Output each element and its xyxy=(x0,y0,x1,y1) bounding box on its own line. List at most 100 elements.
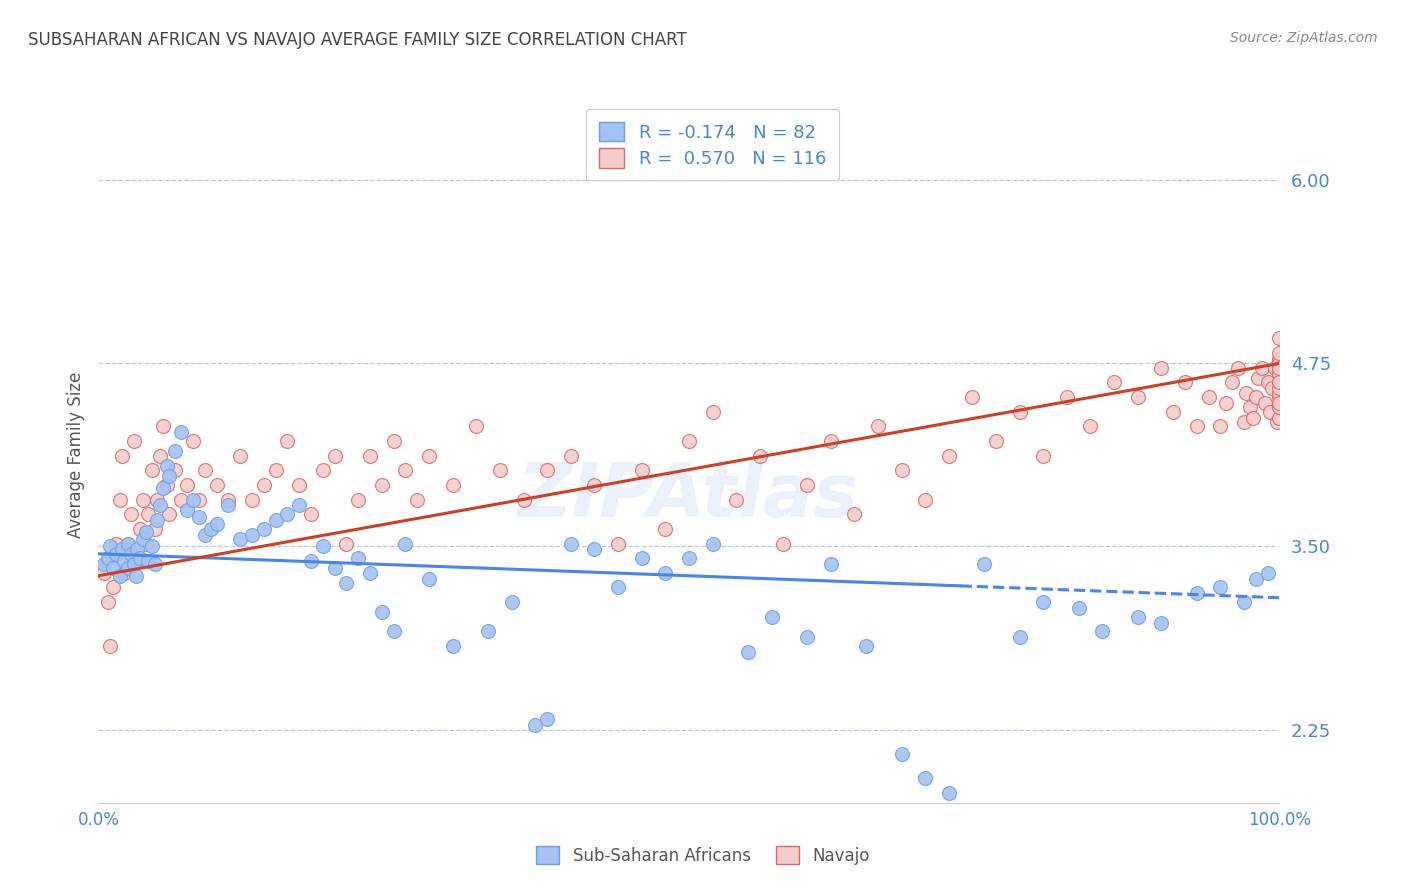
Point xyxy=(128,551,150,566)
Point xyxy=(1233,595,1256,609)
Point xyxy=(1067,601,1090,615)
Point xyxy=(132,492,155,507)
Point xyxy=(108,568,131,582)
Point xyxy=(560,449,582,463)
Point xyxy=(607,536,630,550)
Point xyxy=(1126,609,1149,624)
Point xyxy=(143,522,166,536)
Point xyxy=(122,557,145,571)
Point xyxy=(1268,367,1291,381)
Point xyxy=(359,449,381,463)
Point xyxy=(132,532,155,546)
Point xyxy=(772,536,794,550)
Legend: Sub-Saharan Africans, Navajo: Sub-Saharan Africans, Navajo xyxy=(526,836,880,875)
Point xyxy=(146,492,169,507)
Point xyxy=(489,463,512,477)
Text: ZIPAtlas: ZIPAtlas xyxy=(519,460,859,533)
Point xyxy=(1239,401,1261,415)
Point xyxy=(1227,360,1250,375)
Point xyxy=(93,557,115,571)
Point xyxy=(98,540,121,554)
Point xyxy=(101,561,124,575)
Point xyxy=(187,492,209,507)
Point xyxy=(441,478,464,492)
Point xyxy=(761,609,783,624)
Point xyxy=(630,551,652,566)
Point xyxy=(122,434,145,448)
Point xyxy=(149,499,172,513)
Point xyxy=(347,551,370,566)
Point xyxy=(796,478,818,492)
Point xyxy=(1265,415,1288,429)
Point xyxy=(855,639,877,653)
Point xyxy=(146,513,169,527)
Point xyxy=(382,624,405,639)
Point xyxy=(229,532,252,546)
Point xyxy=(1091,624,1114,639)
Point xyxy=(194,527,217,541)
Point xyxy=(141,540,163,554)
Point xyxy=(890,463,912,477)
Point xyxy=(117,536,139,550)
Point xyxy=(1264,360,1286,375)
Point xyxy=(288,499,311,513)
Point xyxy=(253,522,276,536)
Point xyxy=(165,444,187,458)
Point xyxy=(127,542,149,557)
Point xyxy=(288,478,311,492)
Point xyxy=(157,508,180,522)
Point xyxy=(359,566,381,580)
Point xyxy=(1268,360,1291,375)
Point xyxy=(796,630,818,644)
Point xyxy=(1220,376,1243,390)
Point xyxy=(560,536,582,550)
Point xyxy=(1161,405,1184,419)
Point xyxy=(1209,419,1232,434)
Point xyxy=(187,510,209,524)
Point xyxy=(1174,376,1197,390)
Point xyxy=(536,463,558,477)
Point xyxy=(97,551,120,566)
Point xyxy=(938,786,960,800)
Point xyxy=(205,517,228,532)
Point xyxy=(176,478,198,492)
Point xyxy=(441,639,464,653)
Point xyxy=(1234,385,1257,400)
Point xyxy=(1244,572,1267,586)
Point xyxy=(1268,367,1291,381)
Point xyxy=(217,492,239,507)
Point xyxy=(1198,390,1220,404)
Point xyxy=(253,478,276,492)
Point xyxy=(101,581,124,595)
Point xyxy=(583,542,606,557)
Point xyxy=(125,551,148,566)
Point xyxy=(1268,356,1291,370)
Point xyxy=(152,481,174,495)
Point xyxy=(630,463,652,477)
Point xyxy=(1254,396,1277,410)
Point xyxy=(1008,630,1031,644)
Point xyxy=(276,508,298,522)
Point xyxy=(98,639,121,653)
Point xyxy=(1268,385,1291,400)
Point xyxy=(181,492,204,507)
Point xyxy=(748,449,770,463)
Point xyxy=(217,499,239,513)
Point xyxy=(136,508,159,522)
Point xyxy=(194,463,217,477)
Point xyxy=(866,419,889,434)
Point xyxy=(371,606,394,620)
Point xyxy=(938,449,960,463)
Point xyxy=(1185,586,1208,600)
Point xyxy=(335,576,357,591)
Point xyxy=(1056,390,1078,404)
Point xyxy=(312,463,335,477)
Point xyxy=(112,566,135,580)
Point xyxy=(890,747,912,762)
Point xyxy=(1268,396,1291,410)
Point xyxy=(1268,351,1291,366)
Point xyxy=(112,554,135,568)
Point xyxy=(165,463,187,477)
Point xyxy=(984,434,1007,448)
Point xyxy=(394,536,416,550)
